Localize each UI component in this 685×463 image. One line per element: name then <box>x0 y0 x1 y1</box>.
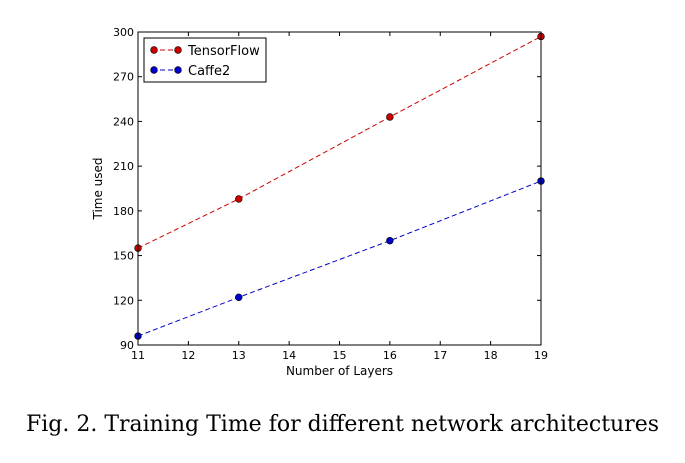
y-tick-label: 270 <box>113 71 134 84</box>
x-tick-label: 19 <box>534 349 548 362</box>
y-tick-label: 180 <box>113 205 134 218</box>
legend-marker-tensorflow <box>174 46 182 54</box>
legend-marker-caffe2 <box>150 66 158 74</box>
legend-label-caffe2: Caffe2 <box>188 64 230 79</box>
legend-label-tensorflow: TensorFlow <box>187 44 260 59</box>
y-tick-label: 120 <box>113 294 134 307</box>
y-tick-label: 300 <box>113 26 134 39</box>
y-tick-label: 90 <box>120 339 134 352</box>
data-point-tensorflow <box>386 113 394 121</box>
axis-ticks: 11 12 13 14 15 16 17 18 19 90 120 150 180 210 240 270 30… <box>113 26 548 362</box>
line-chart: 11 12 13 14 15 16 17 18 19 90 120 150 180 210 240 270 30… <box>91 26 548 378</box>
legend-marker-tensorflow <box>150 46 158 54</box>
x-tick-label: 11 <box>131 349 145 362</box>
x-tick-label: 17 <box>433 349 447 362</box>
data-point-caffe2 <box>235 293 243 302</box>
x-tick-label: 16 <box>383 349 397 362</box>
legend: TensorFlow Caffe2 <box>143 37 267 83</box>
data-point-caffe2 <box>386 236 394 245</box>
legend-box <box>143 37 267 83</box>
x-tick-label: 14 <box>282 349 296 362</box>
data-point-tensorflow <box>235 195 243 203</box>
y-tick-label: 240 <box>113 115 134 128</box>
legend-marker-caffe2 <box>174 66 182 74</box>
x-axis-label: Number of Layers <box>286 364 393 378</box>
x-tick-label: 12 <box>181 349 195 362</box>
y-tick-label: 150 <box>113 250 134 263</box>
x-tick-label: 18 <box>484 349 498 362</box>
x-tick-label: 13 <box>232 349 246 362</box>
series-line-tensorflow <box>137 36 542 249</box>
series-line-caffe2 <box>137 180 542 337</box>
y-axis-label: Time used <box>91 157 105 220</box>
y-tick-label: 210 <box>113 160 134 173</box>
x-tick-label: 15 <box>333 349 347 362</box>
figure-caption: Fig. 2. Training Time for different netw… <box>25 412 660 437</box>
